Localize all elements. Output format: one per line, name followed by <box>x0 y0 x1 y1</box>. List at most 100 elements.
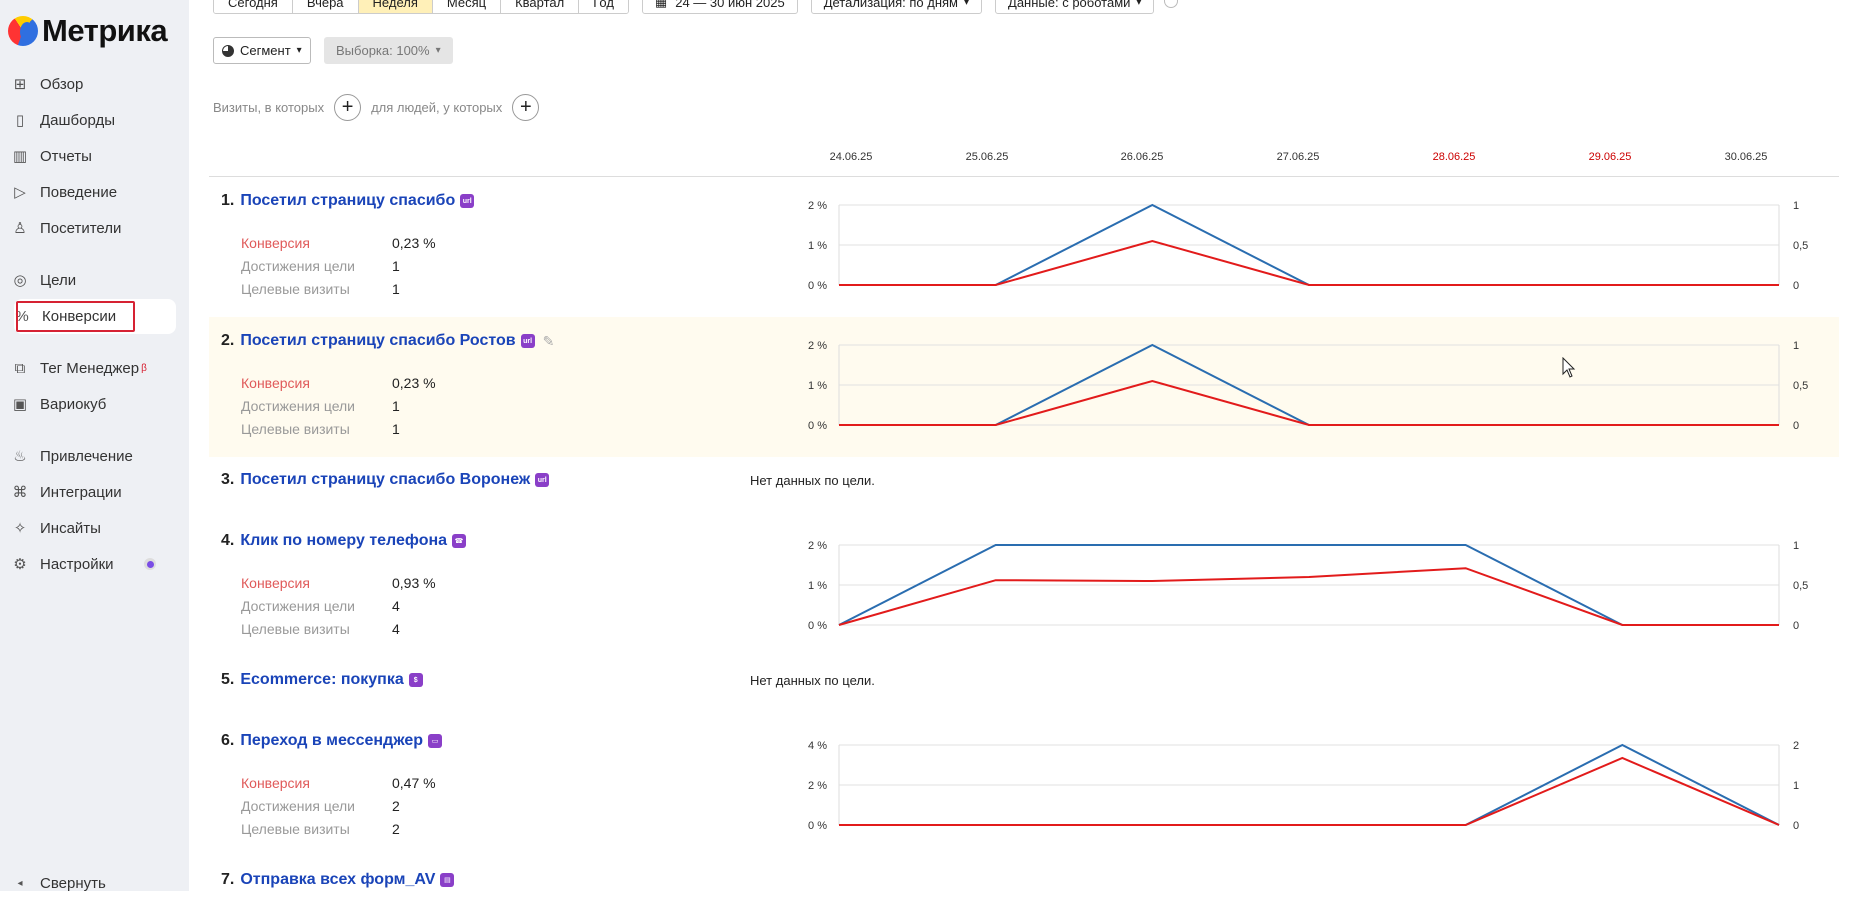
people-filter-label: для людей, у которых <box>371 100 503 115</box>
date-label-weekend: 28.06.25 <box>1432 151 1476 163</box>
cube-icon: ▣ <box>12 396 28 413</box>
goal-number: 6. <box>221 732 235 749</box>
goal-link[interactable]: Посетил страницу спасибо Воронеж <box>240 471 531 488</box>
metric-conversion: Конверсия 0,93 % <box>241 575 436 591</box>
period-year[interactable]: Год <box>579 0 628 13</box>
goal-title[interactable]: 3. Посетил страницу спасибо Воронеж url <box>221 471 550 489</box>
date-range-picker[interactable]: ▦ 24 — 30 июн 2025 <box>641 0 798 14</box>
dashboard-icon: ▯ <box>15 112 25 129</box>
period-month[interactable]: Месяц <box>432 0 502 13</box>
metric-conversion: Конверсия 0,23 % <box>241 235 436 251</box>
goal-link[interactable]: Посетил страницу спасибо <box>240 192 456 209</box>
goal-title[interactable]: 5. Ecommerce: покупка $ <box>221 671 423 689</box>
goal-row: 6. Переход в мессенджер ▭ Конверсия 0,47 … <box>209 717 1839 857</box>
sidebar-item-behavior[interactable]: ▷ Поведение <box>12 177 176 207</box>
sidebar-item-settings[interactable]: ⚙ Настройки <box>12 549 176 579</box>
period-week[interactable]: Неделя <box>358 0 433 13</box>
sidebar-item-tag-manager[interactable]: ⧉ Тег Менеджер β <box>12 353 176 383</box>
date-label: 24.06.25 <box>829 151 873 163</box>
logo-text: Метрика <box>42 13 168 48</box>
sidebar-item-label: Тег Менеджер <box>40 359 140 377</box>
goal-chart: 2 % 1 1 % 0,5 0 % 0 <box>779 535 1819 640</box>
y-tick-left: 2 % <box>808 780 827 792</box>
sidebar: Метрика ⊞ Обзор ▯ Дашборды ▥ Отчеты ▷ По… <box>0 0 189 892</box>
target-icon: ◎ <box>13 272 27 289</box>
period-yesterday[interactable]: Вчера <box>292 0 359 13</box>
data-mode-dropdown[interactable]: Данные: с роботами ▾ <box>995 0 1155 14</box>
sidebar-item-acquisition[interactable]: ♨ Привлечение <box>12 441 176 471</box>
no-data-message: Нет данных по цели. <box>750 673 875 688</box>
goal-title[interactable]: 1. Посетил страницу спасибо url <box>221 192 475 210</box>
goal-link[interactable]: Отправка всех форм_AV <box>240 871 436 888</box>
data-mode-value: Данные: с роботами <box>1008 0 1131 10</box>
sparkle-icon: ✧ <box>13 520 27 537</box>
sidebar-item-reports[interactable]: ▥ Отчеты <box>12 141 176 171</box>
goal-row: 5. Ecommerce: покупка $ Нет данных по це… <box>209 657 1839 717</box>
flame-icon: ♨ <box>13 448 27 465</box>
date-axis-header: 24.06.25 25.06.25 26.06.25 27.06.25 28.0… <box>209 147 1839 177</box>
active-item-highlight <box>16 301 135 332</box>
add-people-condition-button[interactable]: + <box>512 94 540 121</box>
puzzle-icon: ⌘ <box>12 484 28 501</box>
metric-achievements: Достижения цели 2 <box>241 798 400 814</box>
play-icon: ▷ <box>14 184 26 201</box>
metrika-logo[interactable]: Метрика <box>8 13 168 48</box>
collapse-arrow-icon: ◂ <box>17 877 23 889</box>
grid-icon: ⊞ <box>13 76 27 93</box>
sidebar-collapse[interactable]: ◂ Свернуть <box>12 868 176 898</box>
detail-value: Детализация: по дням <box>823 0 958 10</box>
sample-dropdown[interactable]: Выборка: 100% ▾ <box>324 37 453 64</box>
goal-number: 4. <box>221 532 235 549</box>
sidebar-item-label: Дашборды <box>40 111 115 129</box>
filter-row: Визиты, в которых + для людей, у которых… <box>213 94 549 121</box>
period-selector: Сегодня Вчера Неделя Месяц Квартал Год <box>213 0 629 14</box>
sidebar-item-dashboards[interactable]: ▯ Дашборды <box>12 105 176 135</box>
y-tick-left: 1 % <box>808 240 827 252</box>
series-conversion-line <box>839 756 1780 826</box>
goal-title[interactable]: 7. Отправка всех форм_AV ▤ <box>221 871 455 889</box>
goal-title[interactable]: 4. Клик по номеру телефона ☎ <box>221 532 467 550</box>
url-icon: url <box>520 334 535 348</box>
y-tick-left: 4 % <box>808 740 827 752</box>
sidebar-item-label: Настройки <box>40 555 114 573</box>
sidebar-item-label: Вариокуб <box>40 395 107 413</box>
gear-icon: ⚙ <box>13 556 27 573</box>
period-today[interactable]: Сегодня <box>214 0 293 13</box>
sidebar-item-label: Посетители <box>40 219 122 237</box>
add-visit-condition-button[interactable]: + <box>334 94 362 121</box>
goal-link[interactable]: Посетил страницу спасибо Ростов <box>240 332 516 349</box>
date-label: 26.06.25 <box>1120 151 1164 163</box>
sidebar-item-label: Конверсии <box>42 308 117 325</box>
sample-label: Выборка: 100% <box>336 43 430 58</box>
sidebar-item-variocube[interactable]: ▣ Вариокуб <box>12 389 176 419</box>
y-tick-right: 0 <box>1793 820 1799 832</box>
sidebar-item-conversions[interactable]: % Конверсии <box>14 299 176 334</box>
goal-chart: 2 % 1 1 % 0,5 0 % 0 <box>779 335 1819 440</box>
goal-title[interactable]: 6. Переход в мессенджер ▭ <box>221 732 442 750</box>
calendar-icon: ▦ <box>654 0 668 9</box>
sidebar-item-label: Обзор <box>40 75 84 93</box>
sidebar-item-label: Инсайты <box>40 519 101 537</box>
goal-row: 7. Отправка всех форм_AV ▤ <box>209 857 1839 891</box>
y-tick-left: 0 % <box>808 420 827 432</box>
sidebar-item-label: Цели <box>40 271 77 289</box>
sidebar-item-integrations[interactable]: ⌘ Интеграции <box>12 477 176 507</box>
y-tick-left: 1 % <box>808 380 827 392</box>
goal-link[interactable]: Клик по номеру телефона <box>240 532 448 549</box>
detail-dropdown[interactable]: Детализация: по дням ▾ <box>810 0 983 14</box>
info-icon[interactable] <box>1164 0 1179 8</box>
sidebar-item-visitors[interactable]: ♙ Посетители <box>12 213 176 243</box>
period-quarter[interactable]: Квартал <box>501 0 580 13</box>
edit-pencil-icon[interactable]: ✎ <box>542 332 555 349</box>
goal-link[interactable]: Переход в мессенджер <box>240 732 423 749</box>
goal-title[interactable]: 2. Посетил страницу спасибо Ростов url ✎ <box>221 332 554 350</box>
sidebar-item-overview[interactable]: ⊞ Обзор <box>12 69 176 99</box>
segment-button[interactable]: Сегмент ▾ <box>213 37 311 64</box>
goal-link[interactable]: Ecommerce: покупка <box>240 671 404 688</box>
chevron-down-icon: ▾ <box>1136 0 1142 8</box>
url-icon: url <box>535 473 550 487</box>
series-conversion-line <box>839 239 1779 286</box>
sidebar-item-insights[interactable]: ✧ Инсайты <box>12 513 176 543</box>
date-label: 27.06.25 <box>1276 151 1320 163</box>
sidebar-item-goals[interactable]: ◎ Цели <box>12 265 176 295</box>
